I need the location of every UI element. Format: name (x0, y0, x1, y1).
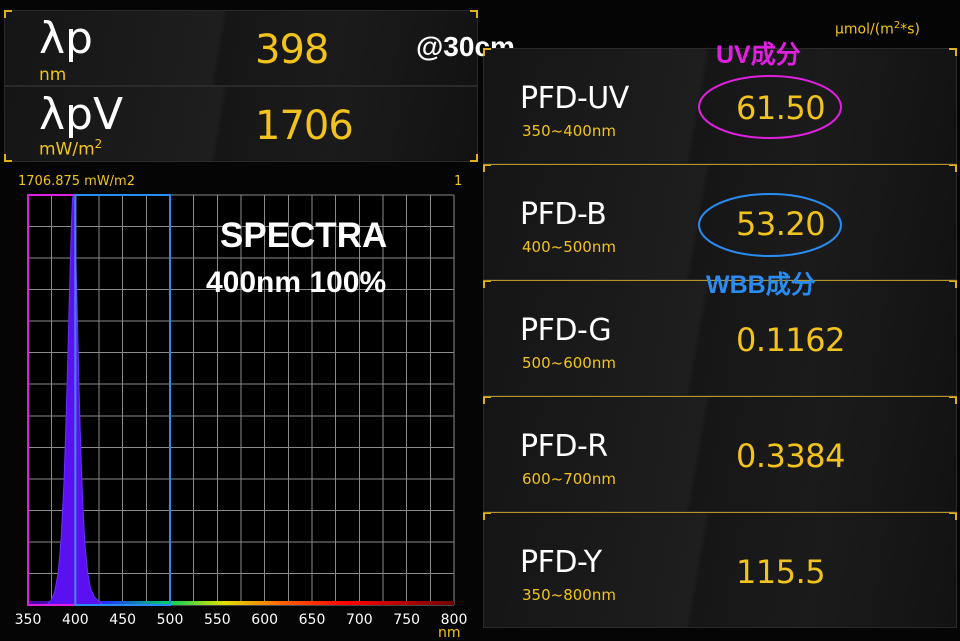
lambda-p-panel: λp nm 398 (4, 10, 478, 86)
wbb-annotation: WBB成分 (706, 271, 816, 299)
pfd-divider (483, 512, 957, 513)
panel-corner (4, 10, 12, 18)
lambda-p-value: 398 (255, 27, 329, 73)
x-tick-label: 450 (109, 612, 137, 628)
lambda-p-unit: nm (39, 65, 67, 85)
panel-corner (949, 396, 957, 404)
pfd-name: PFD-G (520, 313, 612, 348)
panel-corner (949, 280, 957, 288)
pfd-range: 350~400nm (522, 122, 616, 140)
pfd-range: 500~600nm (522, 354, 616, 372)
pfd-value: 115.5 (736, 553, 826, 591)
pfd-unit-label: μmol/(m2*s) (835, 20, 920, 38)
chart-ymax-label: 1706.875 mW/m2 (18, 174, 135, 189)
panel-corner (949, 48, 957, 56)
spectra-title-line2: 400nm 100% (206, 266, 387, 299)
pfd-divider (483, 164, 957, 165)
x-tick-label: 350 (14, 612, 42, 628)
pfd-divider (483, 396, 957, 397)
blue-highlight-ellipse (698, 193, 842, 257)
pfd-range: 400~500nm (522, 238, 616, 256)
uv-annotation: UV成分 (716, 41, 801, 69)
pfd-name: PFD-B (520, 197, 607, 232)
chart-ymax-right-label: 1 (454, 174, 463, 189)
pfd-panel: PFD-Y 350~800nm 115.5 (483, 512, 957, 628)
pfd-range: 600~700nm (522, 470, 616, 488)
lambda-p-label: λp (39, 13, 93, 64)
x-tick-label: 600 (251, 612, 279, 628)
panel-corner (483, 280, 491, 288)
lambda-pv-unit: mW/m2 (39, 137, 103, 160)
pfd-panel: PFD-G 500~600nm 0.1162 (483, 280, 957, 396)
lambda-pv-label: λpV (39, 89, 124, 140)
panel-corner (4, 154, 12, 162)
lambda-pv-value: 1706 (255, 103, 354, 149)
panel-corner (949, 512, 957, 520)
wavelength-color-band (28, 601, 454, 605)
panel-corner (483, 512, 491, 520)
pfd-name: PFD-UV (520, 81, 629, 116)
x-tick-label: 550 (203, 612, 231, 628)
panel-corner (470, 154, 478, 162)
pfd-panel: PFD-UV 350~400nm 61.50 (483, 48, 957, 164)
pfd-name: PFD-R (520, 429, 608, 464)
panel-corner (483, 164, 491, 172)
lambda-pv-panel: λpV mW/m2 1706 (4, 86, 478, 162)
pfd-range: 350~800nm (522, 586, 616, 604)
pfd-value: 61.50 (736, 89, 826, 127)
x-tick-label: 400 (61, 612, 89, 628)
pfd-divider (483, 280, 957, 281)
panel-corner (949, 164, 957, 172)
pfd-value: 0.3384 (736, 437, 845, 475)
pfd-value: 53.20 (736, 205, 826, 243)
lambda-pv-unit-sup: 2 (94, 137, 103, 151)
panel-corner (483, 48, 491, 56)
spectra-title-line1: SPECTRA (220, 216, 388, 255)
panel-corner (470, 10, 478, 18)
x-tick-label: 650 (298, 612, 326, 628)
pfd-panel: PFD-B 400~500nm 53.20 (483, 164, 957, 280)
x-tick-label: 500 (156, 612, 184, 628)
x-tick-label: 750 (393, 612, 421, 628)
x-axis-label: nm (438, 625, 461, 641)
pfd-name: PFD-Y (520, 545, 602, 580)
panel-corner (483, 396, 491, 404)
x-tick-label: 800 (440, 612, 468, 628)
pfd-value: 0.1162 (736, 321, 845, 359)
highlight-range-b (74, 194, 171, 606)
uv-highlight-ellipse (698, 75, 842, 139)
x-tick-label: 700 (345, 612, 373, 628)
